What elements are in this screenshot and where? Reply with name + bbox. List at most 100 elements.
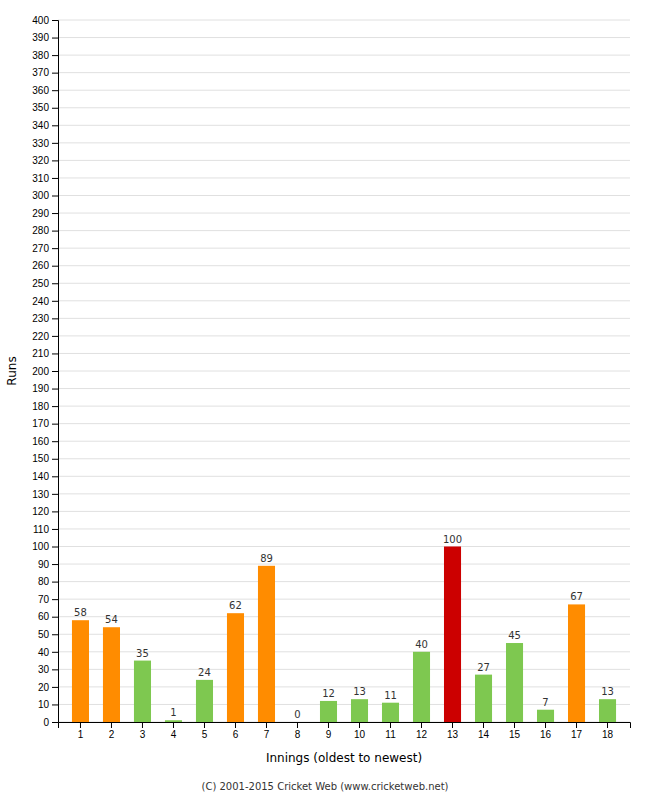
y-tick-mark [52,336,58,337]
bar [351,699,368,722]
y-tick: 210 [32,348,58,359]
x-tick-mark [235,722,236,728]
y-tick-label: 340 [32,120,49,131]
grid-line [58,353,630,354]
x-tick: 5 [202,722,208,740]
y-tick-mark [52,406,58,407]
x-tick: 4 [171,722,177,740]
y-tick-label: 20 [38,682,50,693]
data-label: 27 [477,662,490,673]
y-tick-mark [52,582,58,583]
y-tick-label: 10 [38,699,50,710]
y-tick-label: 320 [32,155,49,166]
y-tick-mark [52,687,58,688]
data-label: 67 [570,591,583,602]
y-tick-mark [52,459,58,460]
x-tick-label: 13 [447,729,459,740]
y-tick-label: 250 [32,278,49,289]
y-tick-label: 130 [32,489,49,500]
x-tick-mark [607,722,608,728]
y-tick: 160 [32,436,58,447]
bar [165,720,182,722]
y-tick-label: 140 [32,471,49,482]
y-tick: 290 [32,208,58,219]
data-label: 13 [601,686,614,697]
y-tick-mark [52,547,58,548]
data-label: 62 [229,600,242,611]
x-tick: 12 [416,722,428,740]
x-tick: 7 [264,722,270,740]
bar [258,566,275,722]
grid-line [58,493,630,494]
y-tick: 70 [38,594,58,605]
data-label: 24 [198,667,211,678]
y-tick: 230 [32,313,58,324]
y-axis-line [52,21,59,723]
y-tick-label: 220 [32,331,49,342]
y-tick-mark [52,108,58,109]
y-tick-label: 110 [33,524,49,535]
y-tick-mark [52,90,58,91]
y-tick: 80 [38,576,58,587]
y-tick: 340 [32,120,58,131]
y-tick-mark [52,494,58,495]
y-tick-mark [52,617,58,618]
grid-line [58,265,630,266]
x-axis-title: Innings (oldest to newest) [266,751,422,765]
x-tick: 8 [295,722,301,740]
y-tick: 10 [38,699,58,710]
x-tick-label: 3 [140,729,146,740]
y-tick-label: 190 [32,383,49,394]
y-tick-mark [52,722,58,723]
x-tick: 1 [78,722,84,740]
bar [72,620,89,722]
x-tick-mark [514,722,515,728]
y-tick-mark [52,669,58,670]
grid-line [58,90,630,91]
data-label: 40 [415,639,428,650]
y-tick: 310 [32,173,58,184]
y-tick-mark [52,599,58,600]
y-tick: 20 [38,682,58,693]
x-tick-label: 16 [540,729,552,740]
x-tick-mark [266,722,267,728]
y-tick-mark [52,213,58,214]
data-label: 35 [136,648,149,659]
y-tick-label: 360 [32,85,49,96]
y-tick-mark [52,529,58,530]
x-tick-label: 9 [326,729,332,740]
y-tick-label: 120 [32,506,49,517]
data-label: 11 [384,690,397,701]
y-tick: 120 [32,506,58,517]
x-tick: 10 [354,722,366,740]
data-label: 100 [443,534,462,545]
data-label: 89 [260,553,273,564]
y-tick-mark [52,634,58,635]
grid-line [58,20,630,21]
bar [568,604,585,722]
y-tick: 130 [32,489,58,500]
y-tick: 270 [32,243,58,254]
y-tick-label: 370 [32,67,49,78]
grid-line [58,195,630,196]
x-tick-mark [421,722,422,728]
y-tick-mark [52,283,58,284]
x-tick: 11 [385,722,396,740]
grid-line [58,564,630,565]
y-tick: 330 [32,138,58,149]
x-tick-label: 7 [264,729,270,740]
bar [444,547,461,723]
data-label: 58 [74,607,87,618]
y-tick-mark [52,424,58,425]
grid-line [58,458,630,459]
y-tick-label: 400 [32,15,49,26]
grid-line [58,616,630,617]
y-tick: 390 [32,32,58,43]
y-tick: 360 [32,85,58,96]
grid-line [58,37,630,38]
bar [382,703,399,722]
y-tick-mark [52,476,58,477]
x-tick: 13 [447,722,459,740]
y-tick-label: 60 [38,611,50,622]
y-tick-label: 330 [32,138,49,149]
